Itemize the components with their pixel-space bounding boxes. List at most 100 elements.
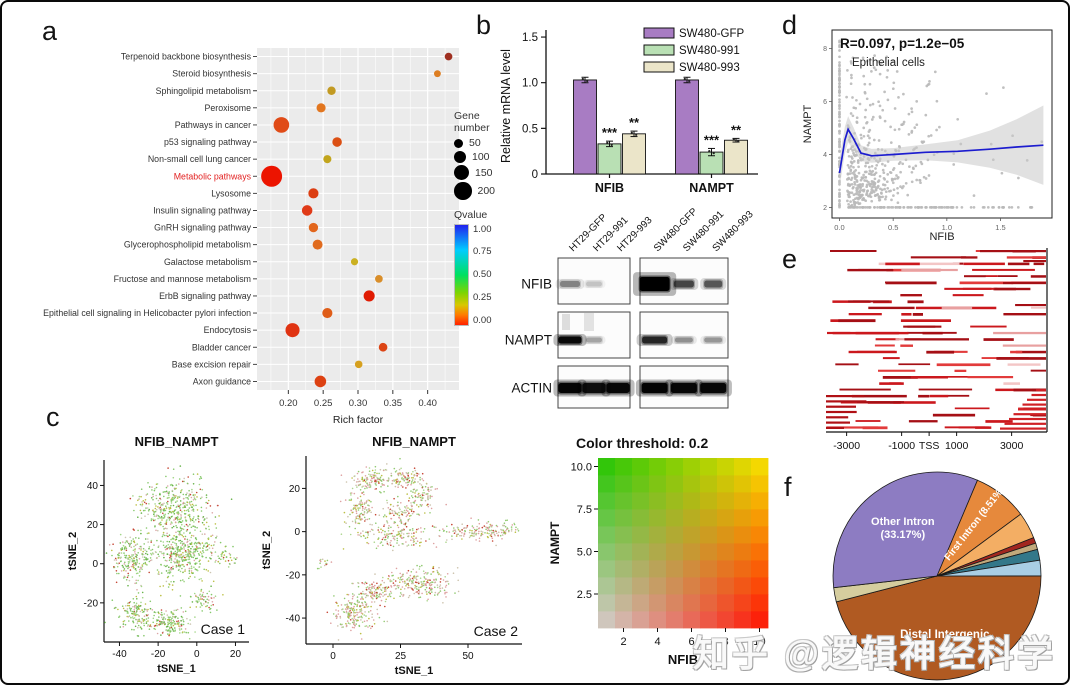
svg-text:ACTIN: ACTIN (512, 381, 553, 396)
svg-text:NFIB_NAMPT: NFIB_NAMPT (135, 434, 219, 449)
svg-text:3000: 3000 (1000, 440, 1024, 452)
svg-text:**: ** (731, 122, 742, 137)
svg-text:Axon guidance: Axon guidance (193, 376, 251, 386)
svg-text:-40: -40 (112, 649, 127, 660)
svg-text:1.0: 1.0 (522, 78, 538, 90)
svg-text:***: *** (704, 132, 720, 147)
svg-text:NFIB: NFIB (595, 181, 624, 195)
svg-text:0: 0 (532, 169, 538, 181)
svg-text:50: 50 (462, 651, 474, 662)
svg-text:0.5: 0.5 (888, 223, 898, 232)
svg-text:Terpenoid backbone biosynthesi: Terpenoid backbone biosynthesis (121, 52, 252, 62)
svg-text:-20: -20 (151, 649, 166, 660)
svg-text:SW480-993: SW480-993 (679, 62, 740, 74)
svg-text:Epithelial cells: Epithelial cells (852, 57, 925, 69)
svg-text:NAMPT: NAMPT (802, 104, 814, 143)
svg-text:ErbB signaling pathway: ErbB signaling pathway (159, 291, 252, 301)
svg-text:Color threshold: 0.2: Color threshold: 0.2 (576, 435, 708, 451)
svg-text:6: 6 (688, 636, 694, 648)
svg-text:Other Intron: Other Intron (871, 516, 935, 528)
svg-text:Endocytosis: Endocytosis (204, 325, 252, 335)
panel-d-label: d (782, 10, 798, 40)
svg-text:0.40: 0.40 (418, 398, 437, 409)
svg-text:Rich factor: Rich factor (333, 414, 384, 426)
svg-text:p53 signaling pathway: p53 signaling pathway (164, 137, 252, 147)
svg-text:0.35: 0.35 (384, 398, 403, 409)
svg-text:Insulin signaling pathway: Insulin signaling pathway (153, 205, 251, 215)
svg-text:Fructose and mannose metabolis: Fructose and mannose metabolism (114, 274, 251, 284)
svg-text:Non-small cell lung cancer: Non-small cell lung cancer (148, 154, 251, 164)
correlation-scatter-chart: R=0.097, p=1.2e−05 Epithelial cells 0.0 0.5… (802, 29, 1053, 243)
svg-text:25: 25 (395, 651, 407, 662)
svg-text:Epithelial cell signaling in H: Epithelial cell signaling in Helicobacte… (43, 308, 251, 318)
tss-segments-chart: -3000 -1000 TSS 1000 3000 (826, 248, 1048, 452)
tsne-case1-chart: NFIB_NAMPT -40 -20 0 20 -20 0 20 40 tSNE_1 tSNE_2 C… (67, 434, 249, 675)
svg-text:tSNE_1: tSNE_1 (157, 663, 196, 675)
svg-text:6: 6 (823, 99, 827, 106)
svg-text:40: 40 (87, 481, 99, 492)
svg-text:SW480-991: SW480-991 (679, 45, 740, 57)
svg-text:Pathways in cancer: Pathways in cancer (175, 120, 251, 130)
svg-text:0: 0 (92, 559, 98, 570)
svg-text:1.5: 1.5 (995, 223, 1005, 232)
svg-text:0.30: 0.30 (349, 398, 368, 409)
svg-text:R=0.097, p=1.2e−05: R=0.097, p=1.2e−05 (840, 36, 965, 51)
tsne-case2-chart: NFIB_NAMPT 0 25 50 20 0 -20 -40 tSNE_1 tSNE_2 Case… (261, 434, 522, 677)
svg-text:tSNE_2: tSNE_2 (67, 532, 79, 571)
svg-text:7.5: 7.5 (577, 504, 592, 516)
svg-text:NFIB_NAMPT: NFIB_NAMPT (372, 434, 456, 449)
svg-text:20: 20 (289, 484, 301, 495)
svg-text:Steroid biosynthesis: Steroid biosynthesis (172, 69, 251, 79)
svg-text:8: 8 (823, 46, 827, 53)
svg-text:NAMPT: NAMPT (689, 181, 734, 195)
svg-text:Case 2: Case 2 (474, 623, 519, 639)
color-threshold-heatmap: Color threshold: 0.2 2 4 6 8 10 2.5 5.0 7.5 10.0 N… (548, 435, 769, 667)
svg-text:Peroxisome: Peroxisome (205, 103, 252, 113)
svg-text:Relative mRNA level: Relative mRNA level (499, 49, 513, 163)
svg-text:NFIB: NFIB (521, 277, 552, 292)
svg-text:**: ** (629, 115, 640, 130)
svg-text:tSNE_1: tSNE_1 (395, 665, 434, 677)
svg-text:-3000: -3000 (833, 440, 860, 452)
svg-text:-1000: -1000 (888, 440, 915, 452)
svg-text:10: 10 (753, 636, 765, 648)
svg-text:0: 0 (194, 649, 200, 660)
panel-e-label: e (782, 244, 798, 274)
svg-text:2: 2 (823, 205, 827, 212)
svg-text:1.5: 1.5 (522, 32, 538, 44)
svg-text:0.25: 0.25 (314, 398, 333, 409)
svg-text:20: 20 (230, 649, 242, 660)
svg-text:TSS: TSS (919, 440, 939, 452)
svg-text:20: 20 (87, 520, 99, 531)
svg-text:GnRH signaling pathway: GnRH signaling pathway (154, 223, 251, 233)
panel-a-label: a (42, 16, 58, 46)
svg-text:tSNE_2: tSNE_2 (261, 531, 273, 570)
svg-text:NAMPT: NAMPT (505, 333, 552, 348)
watermark: 知乎 @逻辑神经科学 (692, 633, 1056, 674)
svg-text:Metabolic pathways: Metabolic pathways (174, 171, 252, 181)
panel-f-label: f (784, 472, 792, 502)
svg-text:0.0: 0.0 (834, 223, 844, 232)
svg-text:0.20: 0.20 (279, 398, 298, 409)
svg-text:Galactose metabolism: Galactose metabolism (164, 257, 251, 267)
svg-text:0.5: 0.5 (522, 123, 538, 135)
svg-text:NFIB: NFIB (929, 231, 954, 243)
svg-text:Bladder cancer: Bladder cancer (192, 342, 251, 352)
svg-text:2.5: 2.5 (577, 589, 592, 601)
svg-text:-20: -20 (286, 570, 301, 581)
svg-text:Glycerophospholipid metabolism: Glycerophospholipid metabolism (124, 240, 251, 250)
svg-text:Base excision repair: Base excision repair (172, 359, 251, 369)
svg-text:4: 4 (654, 636, 660, 648)
svg-text:0: 0 (294, 527, 300, 538)
panel-b-label: b (476, 10, 492, 40)
svg-text:Case 1: Case 1 (201, 621, 246, 637)
svg-text:10.0: 10.0 (571, 462, 592, 474)
svg-text:2: 2 (620, 636, 626, 648)
western-blot: HT29-GFPHT29-991HT29-993SW480-GFPSW480-9… (505, 206, 756, 409)
svg-text:***: *** (602, 125, 618, 140)
svg-text:-20: -20 (84, 598, 99, 609)
svg-text:(33.17%): (33.17%) (880, 529, 925, 541)
mrna-bar-chart: 0 0.5 1.0 1.5 Relative mRNA level NFIB NAMPT SW… (499, 27, 758, 195)
